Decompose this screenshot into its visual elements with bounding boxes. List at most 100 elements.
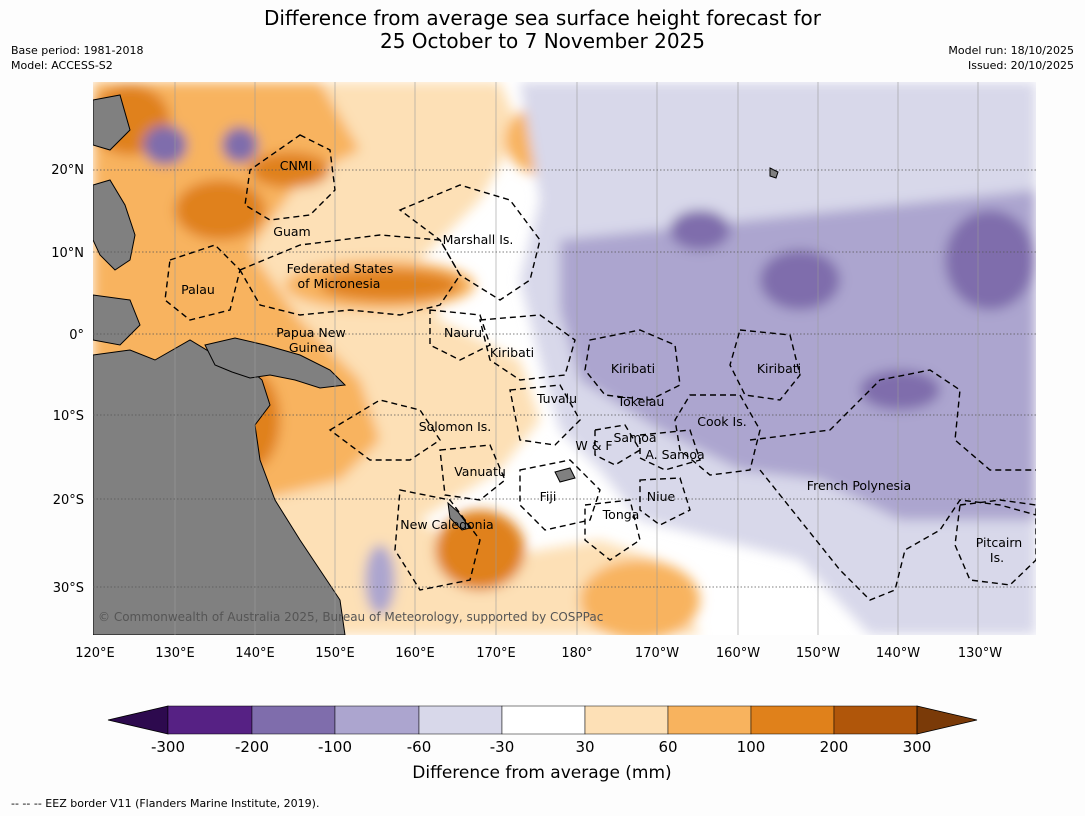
label-nauru: Nauru <box>444 325 482 340</box>
anomaly-north-east <box>900 110 1020 170</box>
colorbar-tick: 200 <box>820 738 849 756</box>
colorbar-bin-4 <box>418 705 503 735</box>
eez-nauru <box>429 309 491 361</box>
colorbar-tick: -100 <box>318 738 352 756</box>
label-kiribati-east: Kiribati <box>757 361 801 376</box>
lat-tick-0: 0° <box>69 328 84 343</box>
label-fsm-2: of Micronesia <box>298 276 381 291</box>
label-kiribati-west: Kiribati <box>490 345 534 360</box>
lon-tick-170w: 170°W <box>635 646 679 661</box>
label-guam: Guam <box>273 224 310 239</box>
label-tuvalu: Tuvalu <box>536 391 577 406</box>
anomaly-south-central <box>580 560 700 635</box>
label-marshall: Marshall Is. <box>443 232 514 247</box>
colorbar-bin-9 <box>833 705 918 735</box>
label-cook: Cook Is. <box>697 414 746 429</box>
title-line-2: 25 October to 7 November 2025 <box>379 29 706 53</box>
colorbar-bin-5 <box>501 705 586 735</box>
anomaly-north-west-low-2 <box>222 127 258 163</box>
lat-tick-10s: 10°S <box>53 409 84 424</box>
hawaii <box>769 167 779 179</box>
lon-tick-150e: 150°E <box>315 646 355 661</box>
map-area: CNMI Guam Marshall Is. Federated States … <box>93 82 1036 635</box>
label-palau: Palau <box>181 282 215 297</box>
fiji <box>554 467 576 483</box>
lon-tick-130e: 130°E <box>155 646 195 661</box>
eez-niue <box>639 477 691 526</box>
label-pitcairn-2: Is. <box>990 550 1004 565</box>
eez-fsm <box>238 234 461 316</box>
label-tonga: Tonga <box>602 507 640 522</box>
lon-tick-140e: 140°E <box>235 646 275 661</box>
issued-date: Issued: 20/10/2025 <box>967 59 1074 72</box>
colorbar-tick: 30 <box>575 738 594 756</box>
label-kiribati-central: Kiribati <box>611 361 655 376</box>
lon-tick-150w: 150°W <box>796 646 840 661</box>
eez-borders <box>164 134 1036 601</box>
label-fsm-1: Federated States <box>287 261 394 276</box>
lon-ticks: 120°E 130°E 140°E 150°E 160°E 170°E 180°… <box>75 646 1002 661</box>
lat-ticks: 20°N 10°N 0° 10°S 20°S 30°S <box>51 163 84 596</box>
lat-tick-20n: 20°N <box>51 163 84 178</box>
label-american-samoa: A. Samoa <box>645 447 704 462</box>
indonesia <box>93 294 141 346</box>
meta-right: Model run: 18/10/2025 Issued: 20/10/2025 <box>948 43 1074 73</box>
label-png-2: Guinea <box>289 340 333 355</box>
lon-tick-170e: 170°E <box>476 646 516 661</box>
colorbar-extend-high <box>916 705 978 735</box>
anomaly-tasman <box>435 510 525 590</box>
anomaly-neg-60 <box>560 190 1036 520</box>
model-name: Model: ACCESS-S2 <box>11 59 113 72</box>
footnote-eez-source: -- -- -- EEZ border V11 (Flanders Marine… <box>11 797 320 810</box>
eez-tuvalu <box>509 384 581 446</box>
colorbar-bin-8 <box>750 705 835 735</box>
lat-tick-30s: 30°S <box>53 581 84 596</box>
label-tokelau: Tokelau <box>617 394 665 409</box>
label-french-polynesia: French Polynesia <box>807 478 911 493</box>
anomaly-tasman-low <box>365 545 395 615</box>
label-samoa: Samoa <box>613 430 656 445</box>
copyright-notice: © Commonwealth of Australia 2025, Bureau… <box>98 610 603 624</box>
chart-title: Difference from average sea surface heig… <box>0 7 1085 53</box>
new-caledonia <box>447 501 471 531</box>
label-niue: Niue <box>647 489 676 504</box>
colorbar-tick: -300 <box>151 738 185 756</box>
colorbar-bin-6 <box>584 705 669 735</box>
eez-fiji <box>519 459 601 531</box>
colorbar-tick: 60 <box>658 738 677 756</box>
base-period: Base period: 1981-2018 <box>11 44 144 57</box>
anomaly-guam <box>175 180 265 240</box>
eez-cook <box>674 394 761 476</box>
philippines <box>93 179 136 271</box>
eez-french-polynesia-north <box>749 369 1036 471</box>
colorbar-tick: -200 <box>235 738 269 756</box>
colorbar-label: Difference from average (mm) <box>412 763 671 783</box>
eez-palau <box>164 244 241 321</box>
colorbar-bin-7 <box>667 705 752 735</box>
eez-kiribati-west <box>479 314 576 381</box>
lon-tick-120e: 120°E <box>75 646 115 661</box>
taiwan-area <box>93 94 131 151</box>
label-png-1: Papua New <box>276 325 345 340</box>
anomaly-line-is-core <box>760 250 840 310</box>
eez-new-caledonia <box>394 489 481 591</box>
lat-tick-10n: 10°N <box>51 246 84 261</box>
new-guinea <box>204 337 347 389</box>
colorbar-bin-1 <box>167 705 253 735</box>
eez-solomon <box>328 399 441 461</box>
title-line-1: Difference from average sea surface heig… <box>263 6 822 30</box>
label-pitcairn-1: Pitcairn <box>976 535 1022 550</box>
lon-tick-160e: 160°E <box>395 646 435 661</box>
lon-tick-180: 180° <box>561 646 592 661</box>
anomaly-north-west-low <box>143 125 187 165</box>
label-cnmi: CNMI <box>280 158 313 173</box>
eez-tonga <box>584 499 641 561</box>
anomaly-central-core <box>670 210 730 250</box>
anomaly-east-core <box>945 210 1035 310</box>
meta-left: Base period: 1981-2018 Model: ACCESS-S2 <box>11 43 143 73</box>
place-labels: CNMI Guam Marshall Is. Federated States … <box>181 158 1022 565</box>
label-new-caledonia: New Caledonia <box>400 517 493 532</box>
colorbar-tick: -30 <box>490 738 515 756</box>
colorbar-bin-3 <box>334 705 420 735</box>
